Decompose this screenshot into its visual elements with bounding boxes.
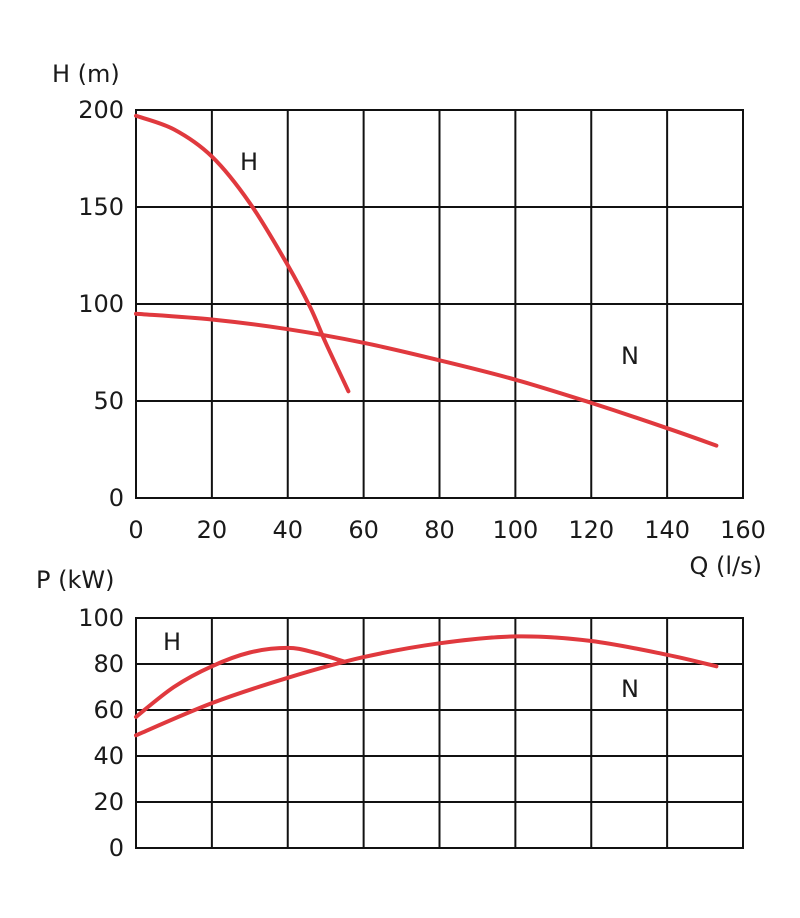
head-x-tick-label: 20	[197, 516, 228, 544]
head-x-tick-label: 160	[720, 516, 766, 544]
head-chart-panel: H (m) Q (l/s) 0 50 100 150 200 0 20 40 60 80 100 12…	[52, 60, 766, 580]
power-curve-N-label: N	[621, 675, 639, 703]
power-chart-grid	[135, 617, 744, 849]
head-y-axis-title: H (m)	[52, 60, 120, 88]
head-x-tick-label: 120	[568, 516, 614, 544]
head-y-tick-label: 0	[109, 484, 124, 512]
head-x-tick-label: 40	[272, 516, 303, 544]
power-plot-frame	[135, 617, 744, 849]
head-y-tick-label: 100	[78, 290, 124, 318]
power-curve-H	[134, 645, 347, 719]
power-chart-panel: P (kW) 0 20 40 60 80 100 H N	[36, 566, 744, 862]
head-curve-H	[134, 113, 351, 394]
power-y-tick-label: 100	[78, 604, 124, 632]
power-curve-H-label: H	[163, 628, 181, 656]
head-x-tick-label: 0	[128, 516, 143, 544]
head-x-axis-title: Q (l/s)	[689, 552, 762, 580]
head-y-tick-label: 150	[78, 193, 124, 221]
head-chart-ticks: 0 50 100 150 200 0 20 40 60 80 100 120 140 160	[78, 96, 766, 544]
power-y-tick-label: 40	[93, 742, 124, 770]
power-y-tick-label: 80	[93, 650, 124, 678]
power-y-tick-label: 0	[109, 834, 124, 862]
head-plot-frame	[135, 109, 744, 499]
power-chart-curves	[134, 634, 719, 738]
power-y-axis-title: P (kW)	[36, 566, 114, 594]
head-curve-N	[134, 311, 719, 448]
head-x-tick-label: 80	[424, 516, 455, 544]
head-x-tick-label: 60	[348, 516, 379, 544]
power-chart-ticks: 0 20 40 60 80 100	[78, 604, 124, 862]
head-y-tick-label: 200	[78, 96, 124, 124]
head-y-tick-label: 50	[93, 387, 124, 415]
head-curve-N-label: N	[621, 342, 639, 370]
head-chart-curves	[134, 113, 719, 448]
power-curve-N	[134, 634, 719, 738]
head-x-tick-label: 100	[492, 516, 538, 544]
power-y-tick-label: 60	[93, 696, 124, 724]
head-curve-H-label: H	[240, 148, 258, 176]
head-x-tick-label: 140	[644, 516, 690, 544]
power-y-tick-label: 20	[93, 788, 124, 816]
head-chart-grid	[135, 109, 744, 499]
